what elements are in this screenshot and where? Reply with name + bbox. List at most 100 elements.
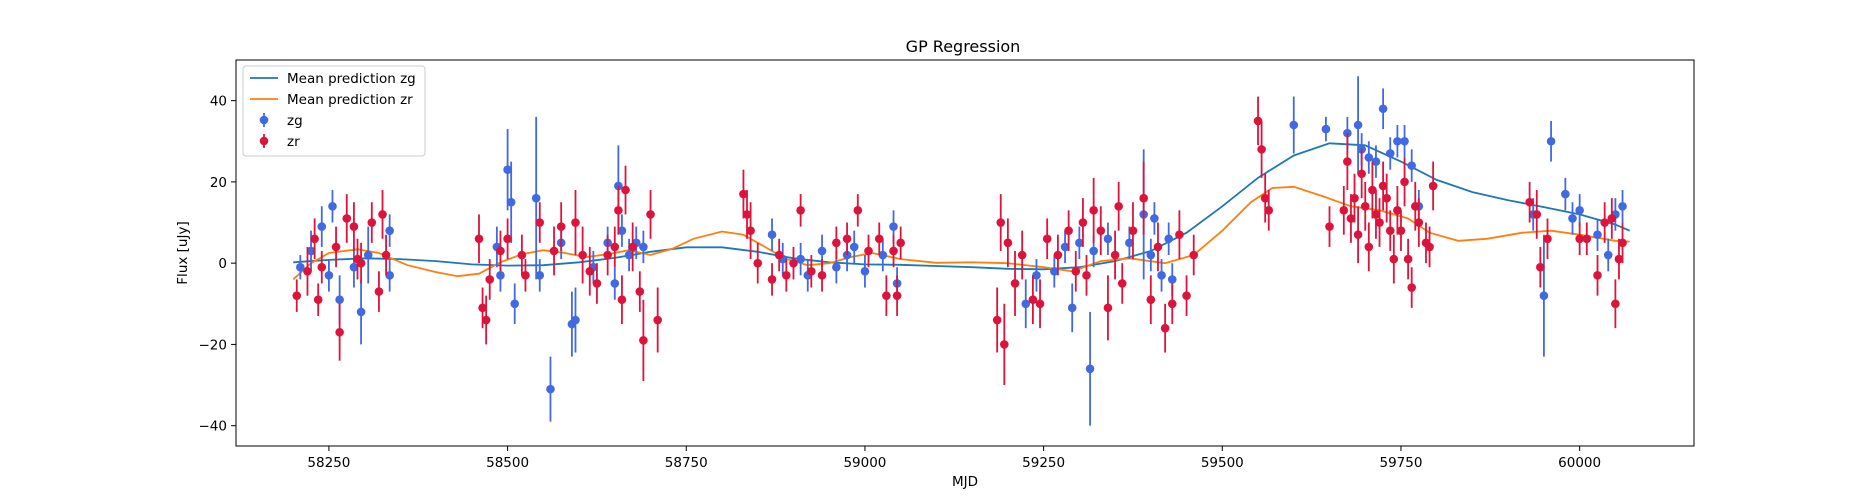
x-tick-label: 59750	[1379, 455, 1422, 471]
data-point	[1360, 201, 1370, 211]
data-point	[317, 222, 327, 231]
data-point	[753, 258, 763, 268]
data-point	[610, 279, 620, 288]
data-point	[331, 242, 341, 252]
data-point	[1128, 226, 1138, 235]
data-point	[363, 250, 373, 260]
data-point	[1378, 181, 1388, 191]
data-point	[1075, 238, 1084, 248]
data-point	[356, 258, 366, 268]
data-point	[882, 291, 891, 300]
data-point	[485, 275, 495, 284]
data-point	[1382, 193, 1391, 203]
data-point	[767, 275, 777, 284]
data-point	[335, 327, 344, 337]
data-point	[767, 230, 777, 240]
data-point	[1064, 226, 1073, 235]
data-point	[1021, 299, 1031, 309]
data-point	[1089, 206, 1098, 215]
legend-entry: Mean prediction zg	[250, 71, 416, 87]
data-point	[1182, 291, 1191, 300]
data-point	[1600, 218, 1609, 227]
data-point	[889, 222, 898, 231]
data-point	[878, 250, 888, 260]
data-point	[335, 295, 344, 305]
data-point	[1357, 169, 1366, 179]
data-point	[849, 242, 859, 252]
data-point	[1350, 193, 1359, 203]
data-point	[324, 271, 334, 280]
data-point	[1117, 279, 1127, 288]
data-point	[317, 262, 327, 272]
x-tick-label: 58750	[665, 455, 708, 471]
data-point	[1389, 254, 1399, 264]
data-point	[1189, 250, 1199, 260]
data-point	[1114, 201, 1123, 211]
data-point	[1525, 197, 1534, 207]
data-point	[1368, 185, 1377, 195]
data-point	[478, 303, 487, 313]
data-point	[807, 266, 816, 276]
data-point	[1096, 226, 1106, 235]
plot-area	[292, 76, 1631, 426]
data-point	[546, 384, 555, 394]
data-point	[1160, 323, 1170, 333]
x-tick-label: 58500	[486, 455, 529, 471]
data-point	[578, 250, 587, 260]
data-point	[1260, 193, 1270, 203]
data-point	[1532, 210, 1542, 219]
chart-title: GP Regression	[906, 37, 1021, 56]
legend: Mean prediction zg Mean prediction zr zg zr	[242, 65, 426, 157]
data-point	[1364, 242, 1374, 252]
data-point	[860, 266, 870, 276]
data-point	[610, 242, 620, 252]
data-point	[1078, 218, 1088, 227]
data-point	[1010, 279, 1020, 288]
data-point	[832, 262, 841, 272]
data-point	[1150, 214, 1159, 223]
data-point	[1085, 364, 1095, 374]
data-point	[742, 210, 752, 219]
data-point	[1003, 238, 1013, 248]
data-point	[996, 218, 1006, 227]
data-point	[832, 238, 841, 248]
data-point	[1407, 161, 1416, 170]
data-point	[1325, 222, 1334, 231]
data-point	[510, 299, 520, 309]
data-point	[1253, 116, 1263, 126]
data-point	[896, 238, 905, 248]
data-point	[1568, 214, 1577, 223]
data-point	[571, 218, 580, 227]
data-point	[1575, 234, 1584, 244]
y-tick-label: 0	[218, 256, 227, 272]
data-point	[1611, 299, 1620, 309]
data-point	[374, 287, 384, 296]
data-point	[1089, 246, 1098, 256]
data-point	[296, 262, 305, 272]
series-zg	[296, 76, 1627, 426]
data-point	[1139, 193, 1148, 203]
series-zr	[292, 96, 1627, 386]
data-point	[774, 250, 784, 260]
data-point	[1396, 226, 1406, 235]
data-point	[1164, 234, 1173, 244]
data-point	[1618, 238, 1627, 248]
data-point	[603, 250, 612, 260]
data-point	[1289, 120, 1299, 130]
y-axis-label: Flux [uJy]	[175, 221, 191, 284]
y-tick-label: 40	[210, 94, 227, 110]
legend-label: Mean prediction zr	[287, 92, 413, 108]
data-point	[1425, 242, 1434, 252]
data-point	[1393, 206, 1402, 215]
data-point	[1614, 254, 1624, 264]
data-point	[1167, 299, 1177, 309]
data-point	[356, 307, 366, 317]
data-point	[617, 295, 627, 305]
data-point	[367, 218, 377, 227]
data-point	[1385, 149, 1395, 158]
data-point	[796, 254, 805, 264]
data-point	[1393, 136, 1402, 146]
data-point	[1257, 145, 1266, 154]
data-point	[1264, 206, 1274, 215]
